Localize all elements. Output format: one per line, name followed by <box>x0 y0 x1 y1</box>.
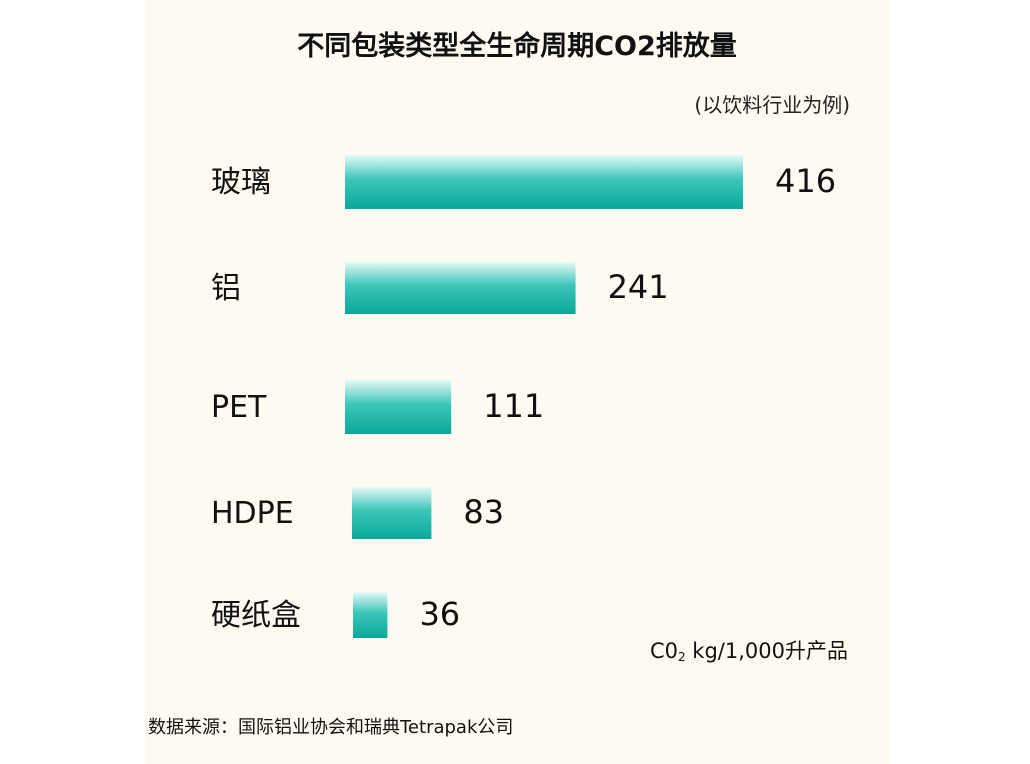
unit-subscript: 2 <box>678 650 686 664</box>
category-label-4: 硬纸盒 <box>211 598 301 633</box>
chart-subtitle: (以饮料行业为例) <box>694 93 850 117</box>
category-label-2: PET <box>211 390 267 425</box>
bar-0 <box>345 155 743 209</box>
source-note: 数据来源：国际铝业协会和瑞典Tetrapak公司 <box>148 717 513 738</box>
unit-label: C02 kg/1,000升产品 <box>650 639 848 664</box>
value-label-1: 241 <box>608 268 669 306</box>
value-label-2: 111 <box>483 387 544 425</box>
category-label-0: 玻璃 <box>211 165 271 200</box>
bar-1 <box>345 262 576 314</box>
value-label-3: 83 <box>463 493 504 531</box>
category-label-3: HDPE <box>211 496 294 531</box>
unit-prefix: C0 <box>650 639 678 663</box>
bar-2 <box>345 380 452 434</box>
value-label-4: 36 <box>419 595 460 633</box>
value-label-0: 416 <box>775 162 836 200</box>
category-label-1: 铝 <box>211 271 241 306</box>
bars-group: 玻璃 416 铝 241 PET 111 HDPE 83 硬纸盒 36 <box>211 155 836 638</box>
chart-title: 不同包装类型全生命周期CO2排放量 <box>297 30 737 62</box>
bar-4 <box>353 592 388 638</box>
bar-3 <box>352 487 432 539</box>
chart-panel <box>145 0 890 764</box>
unit-suffix: kg/1,000升产品 <box>686 639 848 663</box>
